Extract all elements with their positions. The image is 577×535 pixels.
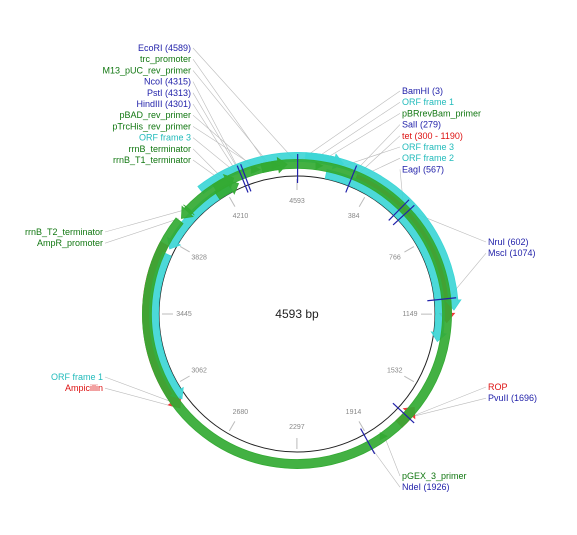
pvuii-site — [392, 402, 415, 424]
label-bamhi-3: BamHI (3) — [402, 86, 443, 96]
leader-line — [317, 113, 401, 164]
tick-mark — [179, 245, 190, 253]
label-sali-279: SalI (279) — [402, 120, 441, 130]
feature-arcs — [142, 152, 462, 469]
tick-mark — [229, 196, 236, 207]
leader-line — [353, 124, 401, 174]
ptrchis-rev-primer-mark — [252, 165, 261, 174]
label-hindiii-4301: HindIII (4301) — [136, 99, 191, 109]
leader-line — [407, 386, 487, 419]
pgex-3-primer-mark — [379, 432, 388, 441]
leader-line — [192, 47, 297, 163]
tick-label: 1149 — [402, 311, 417, 318]
leader-line — [384, 437, 401, 477]
tick-mark — [179, 375, 190, 382]
label-tet-300-1190: tet (300 - 1190) — [402, 131, 463, 141]
label-pvuii-1696: PvuII (1696) — [488, 393, 537, 403]
plasmid-size-label: 4593 bp — [275, 307, 319, 321]
tick-label: 2680 — [233, 409, 249, 416]
leader-line — [370, 446, 401, 488]
label-m13-puc-rev-primer: M13_pUC_rev_primer — [102, 65, 191, 75]
ndei-site — [360, 428, 376, 455]
tick-label: 1914 — [346, 409, 362, 416]
label-ncoi-4315: NcoI (4315) — [144, 77, 191, 87]
leader-line — [192, 59, 268, 166]
leader-line — [192, 81, 241, 173]
label-pbrrevbam-primer: pBRrevBam_primer — [402, 108, 481, 118]
tick-mark — [228, 421, 236, 432]
feature-labels: EcoRI (4589)trc_promoterM13_pUC_rev_prim… — [25, 43, 537, 492]
label-orf-frame-1: ORF frame 1 — [402, 97, 454, 107]
tick-label: 384 — [348, 213, 360, 220]
primer-marks — [250, 161, 388, 441]
label-orf-frame-3: ORF frame 3 — [139, 133, 191, 143]
tick-mark — [404, 375, 415, 383]
label-ampr-promoter: AmpR_promoter — [37, 238, 103, 248]
eagi-site — [388, 199, 410, 221]
leader-line — [297, 90, 401, 163]
tick-label: 1532 — [387, 368, 403, 375]
tick-label: 3445 — [176, 311, 192, 318]
leader-line — [104, 218, 179, 244]
leader-line — [309, 101, 401, 163]
label-rrnb-terminator: rrnB_terminator — [128, 144, 191, 154]
label-pbad-rev-primer: pBAD_rev_primer — [119, 110, 191, 120]
leader-line — [192, 103, 239, 175]
label-rrnb-t2-terminator: rrnB_T2_terminator — [25, 227, 103, 237]
tick-label: 3828 — [191, 254, 207, 261]
label-msci-1074: MscI (1074) — [488, 248, 536, 258]
label-pgex-3-primer: pGEX_3_primer — [402, 471, 467, 481]
label-ecori-4589: EcoRI (4589) — [138, 43, 191, 53]
label-rop: ROP — [488, 382, 508, 392]
ampr-promoter-arc — [142, 159, 452, 469]
pbrrevbam-primer-mark — [271, 161, 280, 170]
psti-site — [236, 165, 249, 193]
ptrchis-primer-mark — [315, 161, 324, 170]
label-ampicillin: Ampicillin — [65, 383, 103, 393]
leader-line — [192, 70, 270, 165]
cut-site-marks — [236, 153, 457, 455]
tick-mark — [404, 246, 415, 253]
label-orf-frame-3: ORF frame 3 — [402, 142, 454, 152]
label-rrnb-t1-terminator: rrnB_T1_terminator — [113, 155, 191, 165]
label-psti-4313: PstI (4313) — [147, 88, 191, 98]
tick-mark — [358, 421, 365, 432]
msci-site — [427, 297, 457, 302]
label-nrui-602: NruI (602) — [488, 237, 529, 247]
nrui-site — [392, 204, 415, 226]
leader-line — [408, 397, 487, 418]
leader-line — [104, 209, 187, 233]
label-orf-frame-2: ORF frame 2 — [402, 153, 454, 163]
leader-line — [192, 92, 241, 174]
tick-mark — [358, 196, 366, 207]
label-ndei-1926: NdeI (1926) — [402, 482, 450, 492]
label-ptrchis-rev-primer: pTrcHis_rev_primer — [112, 121, 191, 131]
tick-label: 3062 — [191, 368, 207, 375]
label-orf-frame-1: ORF frame 1 — [51, 372, 103, 382]
leader-line — [104, 376, 174, 403]
tick-label: 766 — [389, 255, 401, 262]
label-trc-promoter: trc_promoter — [140, 54, 191, 64]
sali-site — [345, 165, 358, 193]
label-eagi-567: EagI (567) — [402, 164, 444, 174]
coordinate-ticks: 4593 384 766 1149 1532 1914 2297 2680 3062 3445 38… — [161, 179, 433, 450]
ncoi-site — [240, 164, 252, 192]
tick-label: 2297 — [289, 424, 305, 431]
leader-line — [104, 387, 178, 408]
tick-label: 4593 — [289, 198, 305, 205]
tick-label: 4210 — [233, 213, 249, 220]
